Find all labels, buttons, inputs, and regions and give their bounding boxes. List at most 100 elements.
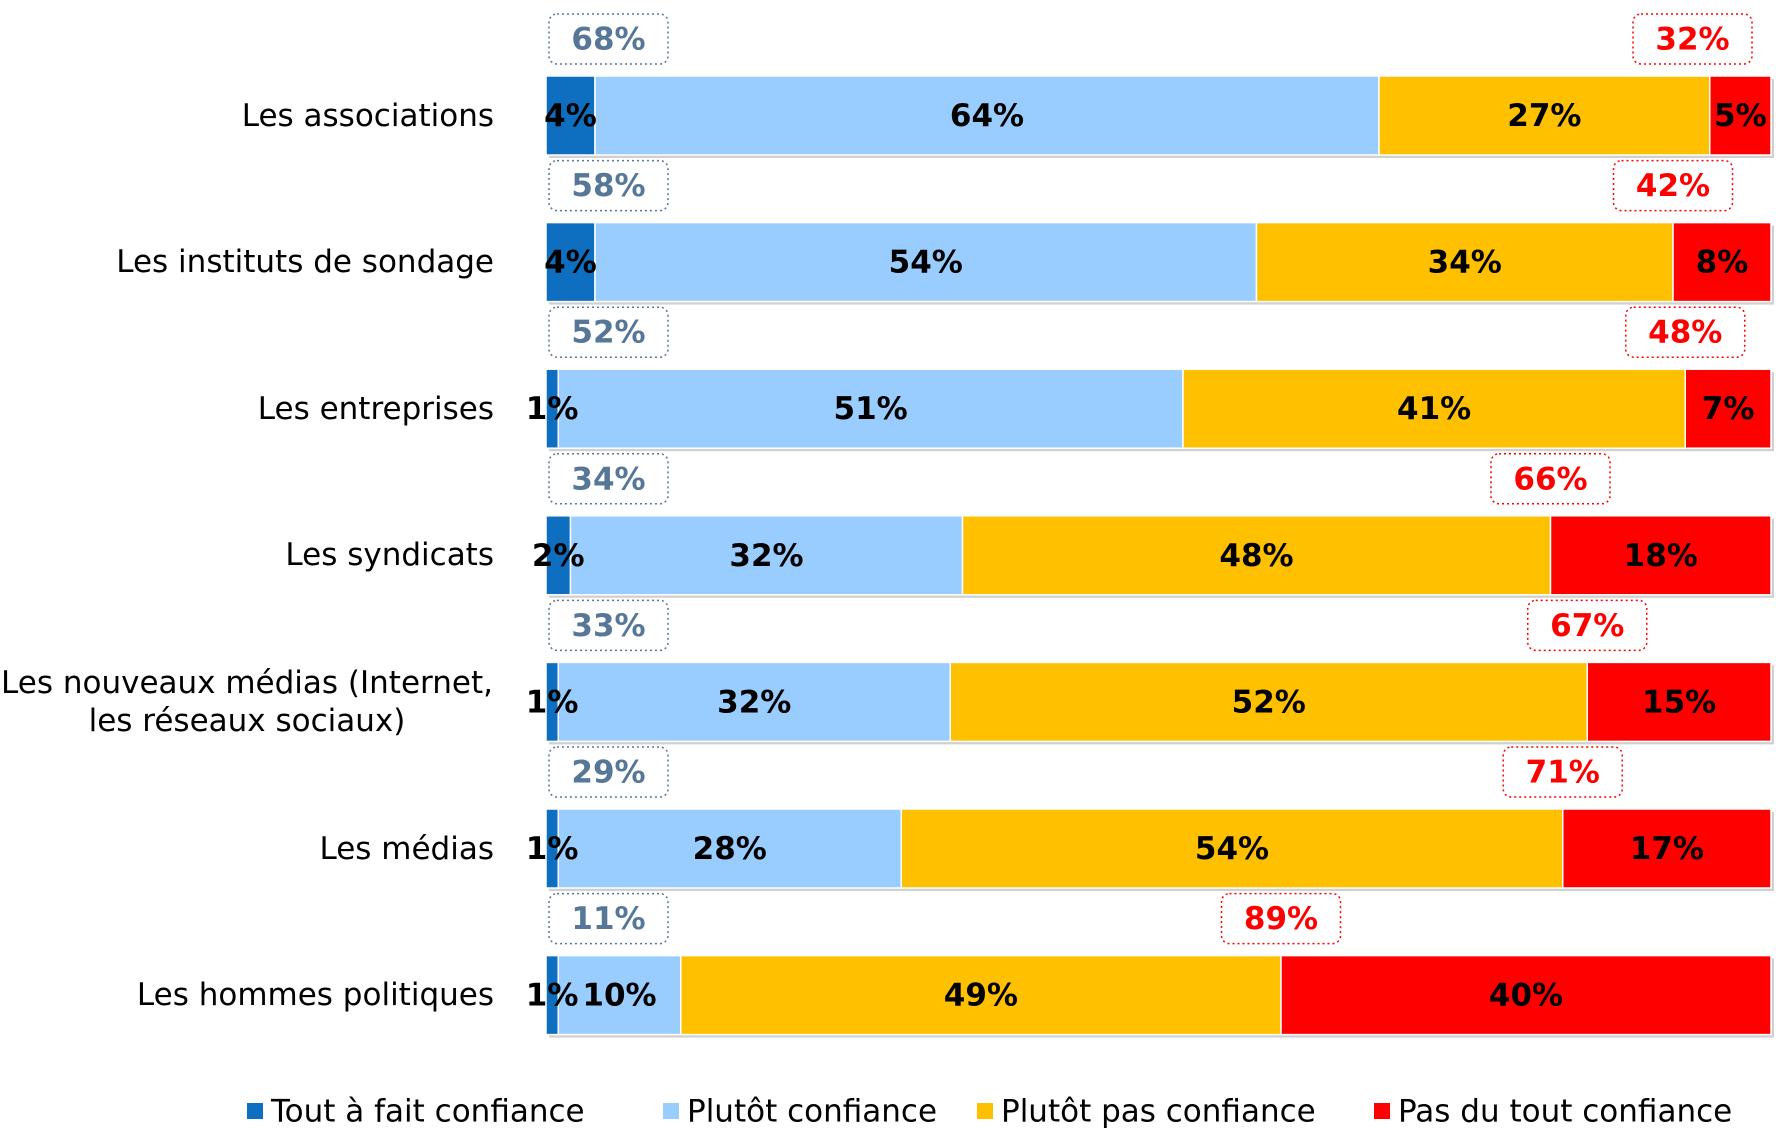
total-box <box>548 599 669 652</box>
total-box <box>548 453 669 505</box>
segment-label: 18% <box>1624 538 1698 574</box>
bar-segment <box>900 808 1564 889</box>
segment-label: 64% <box>950 98 1024 134</box>
segment-label: 54% <box>1195 831 1269 867</box>
legend-swatch <box>247 1103 263 1119</box>
segment-label: 1% <box>526 831 579 867</box>
total-box <box>1527 599 1648 652</box>
segment-label: 32% <box>729 538 803 574</box>
segment-label: 32% <box>717 684 791 720</box>
bar-segment <box>1255 221 1674 303</box>
category-label-box: Les nouveaux médias (Internet, les résea… <box>0 662 494 741</box>
category-label: Les associations <box>241 97 494 134</box>
bar-segment <box>1586 661 1772 743</box>
total-label: 66% <box>1513 461 1587 497</box>
segment-label: 1% <box>526 391 579 427</box>
segment-label: 1% <box>526 978 579 1014</box>
bar-segment <box>557 954 682 1036</box>
legend-swatch <box>1374 1103 1390 1119</box>
total-box <box>548 13 669 65</box>
total-box <box>1625 306 1746 358</box>
total-box <box>1490 453 1611 505</box>
total-label: 58% <box>571 168 645 204</box>
category-label-box: Les entreprises <box>258 369 494 448</box>
bar-segment <box>594 75 1380 156</box>
legend-label: Pas du tout confiance <box>1398 1094 1732 1129</box>
bar-segment <box>545 515 572 596</box>
bar-segment <box>545 75 596 156</box>
category-label: Les instituts de sondage <box>116 244 494 281</box>
segment-label: 10% <box>582 978 656 1014</box>
total-box <box>1632 13 1753 65</box>
total-label: 89% <box>1244 901 1318 937</box>
total-label: 67% <box>1550 608 1624 644</box>
total-label: 68% <box>571 22 645 58</box>
legend-swatch <box>977 1103 993 1119</box>
total-box <box>1502 746 1623 798</box>
total-label: 52% <box>571 315 645 351</box>
legend-label: Plutôt pas confiance <box>1001 1094 1316 1129</box>
bar-segment <box>1672 221 1772 303</box>
segment-label: 54% <box>889 245 963 281</box>
bar-segment <box>557 808 902 889</box>
segment-label: 51% <box>834 391 908 427</box>
bar-segment <box>1549 515 1772 596</box>
total-label: 33% <box>571 608 645 644</box>
segment-label: 48% <box>1219 538 1293 574</box>
total-box <box>548 159 669 212</box>
segment-label: 52% <box>1232 684 1306 720</box>
segment-label: 28% <box>693 831 767 867</box>
bar-segment <box>569 515 964 596</box>
segment-label: 2% <box>532 538 585 574</box>
segment-label: 27% <box>1507 98 1581 134</box>
segment-label: 17% <box>1630 831 1704 867</box>
legend-swatch <box>663 1103 679 1119</box>
bar-segment <box>1684 368 1772 449</box>
category-label-box: Les instituts de sondage <box>116 223 494 302</box>
category-label-box: Les associations <box>242 76 494 155</box>
bar-segment <box>594 221 1258 303</box>
segment-label: 4% <box>544 98 597 134</box>
segment-label: 49% <box>944 978 1018 1014</box>
category-label: Les nouveaux médias (Internet, les résea… <box>1 664 493 739</box>
category-label: Les médias <box>319 830 494 867</box>
bar-segment <box>949 661 1588 743</box>
segment-label: 34% <box>1428 245 1502 281</box>
bar-segment <box>961 515 1552 596</box>
legend-label: Tout à fait confiance <box>270 1094 585 1129</box>
category-label-box: Les hommes politiques <box>137 956 494 1035</box>
segment-label: 8% <box>1696 245 1749 281</box>
bar-segment <box>545 221 596 303</box>
category-label: Les entreprises <box>257 390 494 427</box>
bar-segment <box>557 661 951 743</box>
total-label: 71% <box>1526 755 1600 791</box>
total-box <box>548 746 669 798</box>
bar-segment <box>1709 75 1772 156</box>
total-box <box>548 892 669 945</box>
segment-label: 5% <box>1714 98 1767 134</box>
bar-segment <box>1378 75 1711 156</box>
category-label: Les hommes politiques <box>136 977 494 1014</box>
bar-segment <box>1280 954 1772 1036</box>
category-label-box: Les médias <box>319 809 494 888</box>
total-label: 29% <box>571 755 645 791</box>
total-box <box>548 306 669 358</box>
total-label: 34% <box>571 461 645 497</box>
total-label: 32% <box>1655 22 1729 58</box>
total-box <box>1220 892 1342 945</box>
category-label: Les syndicats <box>285 537 494 574</box>
total-label: 48% <box>1648 315 1722 351</box>
total-label: 42% <box>1636 168 1710 204</box>
segment-label: 41% <box>1397 391 1471 427</box>
total-label: 11% <box>571 901 645 937</box>
total-box <box>1612 159 1734 212</box>
bar-segment <box>680 954 1282 1036</box>
legend-label: Plutôt confiance <box>687 1094 937 1129</box>
segment-label: 7% <box>1702 391 1755 427</box>
bar-segment <box>1562 808 1772 889</box>
segment-label: 1% <box>526 684 579 720</box>
segment-label: 40% <box>1489 978 1563 1014</box>
segment-label: 4% <box>544 245 597 281</box>
